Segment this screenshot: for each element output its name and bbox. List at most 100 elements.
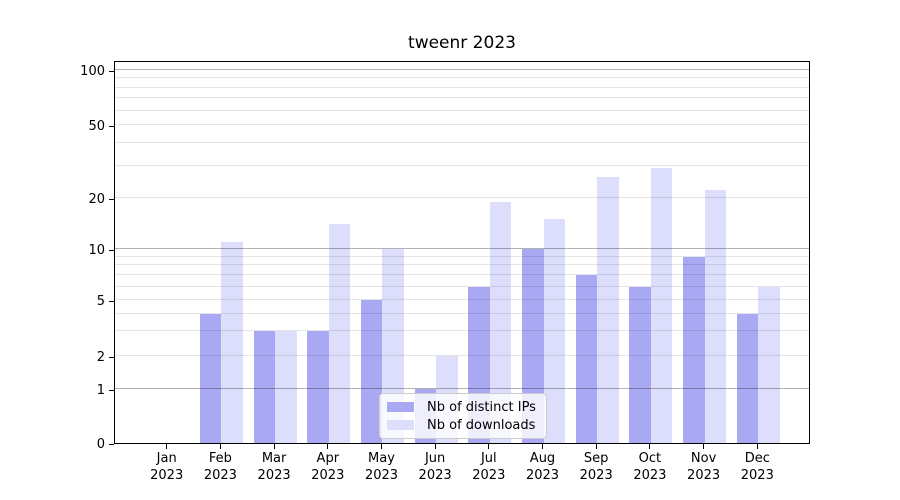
x-tick-label-month: Aug bbox=[529, 451, 556, 466]
gridline-minor bbox=[115, 97, 809, 99]
gridline-minor bbox=[115, 264, 809, 266]
legend-swatch-downloads-icon bbox=[387, 420, 414, 430]
y-tick-mark bbox=[109, 125, 114, 127]
x-tick-mark bbox=[703, 444, 705, 449]
bar-ips-feb bbox=[199, 313, 222, 443]
legend-row-downloads: Nb of downloads bbox=[387, 416, 537, 434]
x-tick-label-month: Sep bbox=[583, 451, 609, 466]
bar-ips-sep bbox=[575, 275, 598, 443]
bar-downloads-mar bbox=[275, 331, 297, 443]
gridline-minor bbox=[115, 299, 809, 300]
x-tick-label-year: 2023 bbox=[740, 468, 774, 483]
x-tick-mark bbox=[434, 444, 436, 449]
legend: Nb of distinct IPs Nb of downloads bbox=[379, 393, 547, 439]
x-tick-label-month: Jan bbox=[156, 451, 177, 466]
x-tick-label: Dec 2023 bbox=[727, 450, 787, 484]
legend-row-distinct-ips: Nb of distinct IPs bbox=[387, 398, 537, 416]
y-tick-label: 0 bbox=[96, 436, 105, 452]
x-tick-mark bbox=[756, 444, 758, 449]
gridline-minor bbox=[115, 109, 809, 111]
x-tick-label: May 2023 bbox=[352, 450, 412, 484]
gridline-minor bbox=[115, 285, 809, 287]
gridline-major bbox=[115, 388, 809, 389]
gridline-minor bbox=[115, 274, 809, 276]
x-tick-label-month: May bbox=[368, 451, 395, 466]
gridline-minor bbox=[115, 141, 809, 143]
x-tick-mark bbox=[488, 444, 490, 449]
y-tick-mark bbox=[109, 249, 114, 251]
y-tick-mark bbox=[109, 70, 114, 72]
bar-downloads-dec bbox=[758, 286, 780, 443]
gridline-minor bbox=[115, 255, 809, 257]
chart-title: tweenr 2023 bbox=[408, 33, 516, 53]
y-tick-label: 1 bbox=[96, 382, 105, 398]
x-tick-label-year: 2023 bbox=[203, 468, 237, 483]
x-tick-label: Mar 2023 bbox=[244, 450, 304, 484]
plot-area: Nb of distinct IPs Nb of downloads bbox=[114, 61, 810, 444]
y-tick-mark bbox=[109, 356, 114, 358]
x-tick-label-year: 2023 bbox=[687, 468, 721, 483]
bar-ips-may bbox=[360, 300, 383, 443]
x-tick-label: Jul 2023 bbox=[459, 450, 519, 484]
x-tick-label-month: Oct bbox=[638, 451, 662, 466]
x-tick-label-year: 2023 bbox=[311, 468, 345, 483]
gridline-minor bbox=[115, 124, 809, 125]
y-tick-mark bbox=[109, 389, 114, 391]
x-tick-mark bbox=[166, 444, 168, 449]
x-tick-mark bbox=[595, 444, 597, 449]
gridline-minor bbox=[115, 164, 809, 166]
y-tick-mark bbox=[109, 443, 114, 445]
x-tick-label: Aug 2023 bbox=[513, 450, 573, 484]
x-tick-mark bbox=[542, 444, 543, 449]
gridline-minor bbox=[115, 77, 809, 79]
x-tick-label-month: Jul bbox=[480, 451, 497, 466]
x-tick-mark bbox=[381, 444, 382, 449]
bar-ips-dec bbox=[736, 313, 759, 443]
x-tick-label-year: 2023 bbox=[364, 468, 399, 483]
x-tick-label: Apr 2023 bbox=[298, 450, 358, 484]
x-tick-label-month: Nov bbox=[690, 451, 717, 466]
x-tick-label-year: 2023 bbox=[418, 468, 452, 483]
x-tick-label-year: 2023 bbox=[472, 468, 506, 483]
x-tick-label-month: Dec bbox=[744, 451, 770, 466]
legend-label-downloads: Nb of downloads bbox=[427, 417, 536, 433]
gridline-major bbox=[115, 248, 809, 249]
bar-downloads-oct bbox=[650, 168, 673, 443]
y-tick-mark bbox=[109, 300, 114, 302]
x-tick-mark bbox=[327, 444, 329, 449]
x-tick-mark bbox=[649, 444, 651, 449]
y-tick-mark bbox=[109, 198, 114, 200]
x-tick-label-year: 2023 bbox=[150, 468, 184, 483]
bar-ips-mar bbox=[253, 331, 276, 443]
x-tick-mark bbox=[273, 444, 275, 449]
y-tick-label: 20 bbox=[88, 191, 105, 207]
x-tick-label: Oct 2023 bbox=[620, 450, 680, 484]
y-tick-label: 5 bbox=[96, 293, 105, 309]
x-tick-mark bbox=[219, 444, 221, 449]
bar-downloads-apr bbox=[328, 224, 351, 443]
x-tick-label-year: 2023 bbox=[579, 468, 613, 483]
gridline-minor bbox=[115, 355, 809, 356]
bar-downloads-feb bbox=[221, 242, 243, 443]
x-tick-label-month: Feb bbox=[208, 451, 232, 466]
y-tick-label: 100 bbox=[80, 63, 105, 79]
gridline-minor bbox=[115, 86, 809, 88]
x-tick-label: Feb 2023 bbox=[190, 450, 250, 484]
legend-label-distinct-ips: Nb of distinct IPs bbox=[427, 399, 536, 415]
x-tick-label-month: Jun bbox=[424, 451, 446, 466]
bar-downloads-aug bbox=[543, 219, 566, 443]
y-tick-label: 50 bbox=[88, 118, 105, 134]
gridline-minor bbox=[115, 312, 809, 314]
x-tick-label-year: 2023 bbox=[257, 468, 291, 483]
gridline-minor bbox=[115, 197, 809, 198]
gridline-minor bbox=[115, 330, 809, 332]
x-tick-label: Jan 2023 bbox=[137, 450, 197, 484]
y-tick-label: 10 bbox=[88, 242, 105, 258]
x-tick-label: Jun 2023 bbox=[405, 450, 465, 484]
x-tick-label-month: Apr bbox=[316, 451, 340, 466]
x-tick-label-month: Mar bbox=[261, 451, 287, 466]
bar-ips-nov bbox=[683, 256, 705, 443]
x-tick-label: Nov 2023 bbox=[674, 450, 734, 484]
grid-layer bbox=[115, 62, 809, 443]
